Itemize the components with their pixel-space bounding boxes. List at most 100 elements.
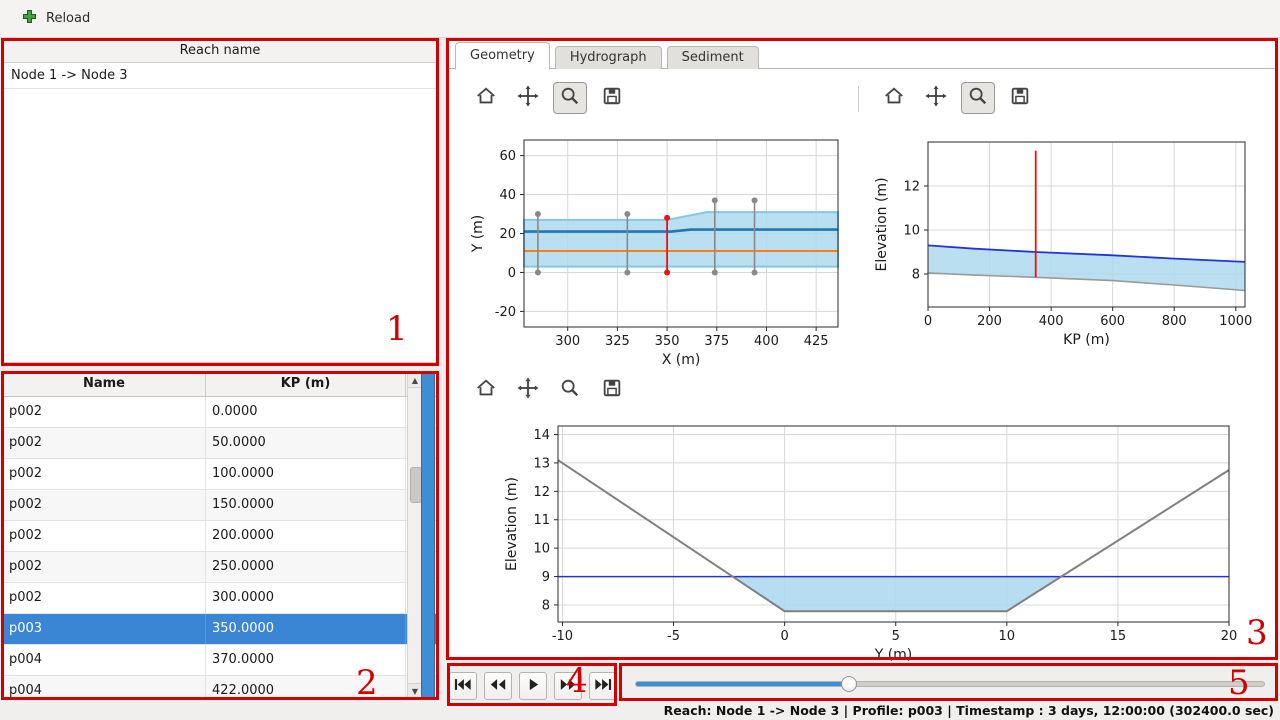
- table-row[interactable]: p002 150.0000: [3, 490, 437, 521]
- table-row[interactable]: p002 50.0000: [3, 428, 437, 459]
- table-cell: 350.0000: [206, 614, 406, 644]
- svg-text:0: 0: [924, 314, 932, 329]
- save-button[interactable]: [595, 82, 629, 114]
- vertical-splitter-handle[interactable]: [421, 373, 435, 698]
- toolbar-separator: [858, 86, 859, 112]
- pan-icon: [517, 85, 539, 111]
- skip-to-end-button[interactable]: [589, 672, 617, 700]
- save-button[interactable]: [595, 374, 629, 406]
- table-row[interactable]: p004 422.0000: [3, 676, 437, 698]
- step-back-button[interactable]: [484, 672, 512, 700]
- svg-text:Y (m): Y (m): [470, 215, 486, 254]
- home-icon: [883, 85, 905, 111]
- plot-panel: Geometry Hydrograph Sediment 300 325 350 375 4…: [446, 39, 1278, 662]
- slider-groove[interactable]: [635, 681, 1265, 687]
- profile-table-header: Name KP (m): [3, 373, 437, 397]
- tab-sediment[interactable]: Sediment: [666, 46, 759, 69]
- table-cell: p004: [3, 676, 206, 698]
- svg-text:325: 325: [605, 334, 630, 349]
- table-cell: p002: [3, 459, 206, 489]
- pan-button[interactable]: [511, 82, 545, 114]
- table-cell: p002: [3, 583, 206, 613]
- zoom-icon: [559, 377, 581, 403]
- longitudinal-profile-chart: 0 200 400 600 800 1000 8 10 12 KP (m) Elevation (m…: [874, 141, 1252, 348]
- save-icon: [601, 377, 623, 403]
- skip-to-start-icon: [454, 678, 472, 695]
- svg-text:5: 5: [892, 629, 900, 644]
- save-icon: [1009, 85, 1031, 111]
- svg-text:400: 400: [1039, 314, 1064, 329]
- cross-section-chart: -10 -5 0 5 10 15 20 8 9 10 11 12 13 14 Y (m) Elevation …: [504, 425, 1237, 662]
- pan-button[interactable]: [919, 82, 953, 114]
- table-cell: p002: [3, 552, 206, 582]
- table-row[interactable]: p002 200.0000: [3, 521, 437, 552]
- table-row[interactable]: p002 0.0000: [3, 397, 437, 428]
- svg-text:KP (m): KP (m): [1063, 332, 1110, 348]
- slider-handle[interactable]: [841, 676, 858, 692]
- table-cell: p002: [3, 397, 206, 427]
- step-back-icon: [489, 678, 507, 695]
- table-cell: p004: [3, 645, 206, 675]
- reach-list-item[interactable]: Node 1 -> Node 3: [3, 63, 437, 89]
- table-cell: p002: [3, 428, 206, 458]
- save-button[interactable]: [1003, 82, 1037, 114]
- reach-list-header: Reach name: [3, 40, 437, 63]
- profile-table-body: p002 0.0000 p002 50.0000 p002 100.0000 p002 150…: [3, 397, 437, 698]
- svg-text:Elevation (m): Elevation (m): [874, 177, 890, 271]
- home-button[interactable]: [469, 374, 503, 406]
- pan-button[interactable]: [511, 374, 545, 406]
- scroll-down-arrow-icon[interactable]: ▼: [408, 683, 422, 698]
- skip-to-end-icon: [594, 678, 612, 695]
- svg-text:-5: -5: [667, 629, 680, 644]
- table-cell: 300.0000: [206, 583, 406, 613]
- table-cell: 50.0000: [206, 428, 406, 458]
- plan-chart-toolbar: [469, 82, 629, 114]
- timeline-slider[interactable]: [635, 676, 1265, 692]
- svg-text:200: 200: [977, 314, 1002, 329]
- play-button[interactable]: [519, 672, 547, 700]
- pan-icon: [517, 377, 539, 403]
- table-cell: 422.0000: [206, 676, 406, 698]
- zoom-button[interactable]: [553, 82, 587, 114]
- home-button[interactable]: [877, 82, 911, 114]
- svg-text:10: 10: [999, 629, 1016, 644]
- table-cell: p002: [3, 521, 206, 551]
- table-cell: 200.0000: [206, 521, 406, 551]
- svg-text:-10: -10: [552, 629, 573, 644]
- table-row[interactable]: p003 350.0000: [3, 614, 437, 645]
- profile-table-panel: Name KP (m) p002 0.0000 p002 50.0000 p002 100…: [2, 372, 438, 699]
- table-scrollbar[interactable]: ▲ ▼: [407, 373, 423, 698]
- svg-text:40: 40: [499, 188, 516, 203]
- table-row[interactable]: p002 100.0000: [3, 459, 437, 490]
- top-toolbar: Reload: [0, 0, 1280, 38]
- cross-section-toolbar: [469, 374, 629, 406]
- svg-text:X (m): X (m): [662, 352, 701, 368]
- skip-to-start-button[interactable]: [449, 672, 477, 700]
- column-header-kp[interactable]: KP (m): [206, 373, 406, 396]
- svg-text:375: 375: [704, 334, 729, 349]
- tab-hydrograph[interactable]: Hydrograph: [554, 46, 662, 69]
- step-forward-button[interactable]: [554, 672, 582, 700]
- table-cell: 100.0000: [206, 459, 406, 489]
- table-row[interactable]: p004 370.0000: [3, 645, 437, 676]
- svg-text:11: 11: [533, 513, 550, 528]
- reload-button[interactable]: Reload: [14, 5, 98, 32]
- scroll-up-arrow-icon[interactable]: ▲: [408, 373, 422, 388]
- svg-text:-20: -20: [495, 305, 516, 320]
- column-header-name[interactable]: Name: [3, 373, 206, 396]
- profile-chart-toolbar: [877, 82, 1037, 114]
- table-row[interactable]: p002 300.0000: [3, 583, 437, 614]
- pan-icon: [925, 85, 947, 111]
- table-row[interactable]: p002 250.0000: [3, 552, 437, 583]
- tab-geometry[interactable]: Geometry: [455, 42, 550, 70]
- home-icon: [475, 377, 497, 403]
- home-button[interactable]: [469, 82, 503, 114]
- zoom-button[interactable]: [961, 82, 995, 114]
- reload-label: Reload: [46, 11, 91, 26]
- zoom-button[interactable]: [553, 374, 587, 406]
- svg-text:12: 12: [903, 180, 920, 195]
- svg-text:8: 8: [912, 268, 920, 283]
- table-cell: 370.0000: [206, 645, 406, 675]
- svg-text:Elevation (m): Elevation (m): [504, 477, 520, 571]
- table-cell: 0.0000: [206, 397, 406, 427]
